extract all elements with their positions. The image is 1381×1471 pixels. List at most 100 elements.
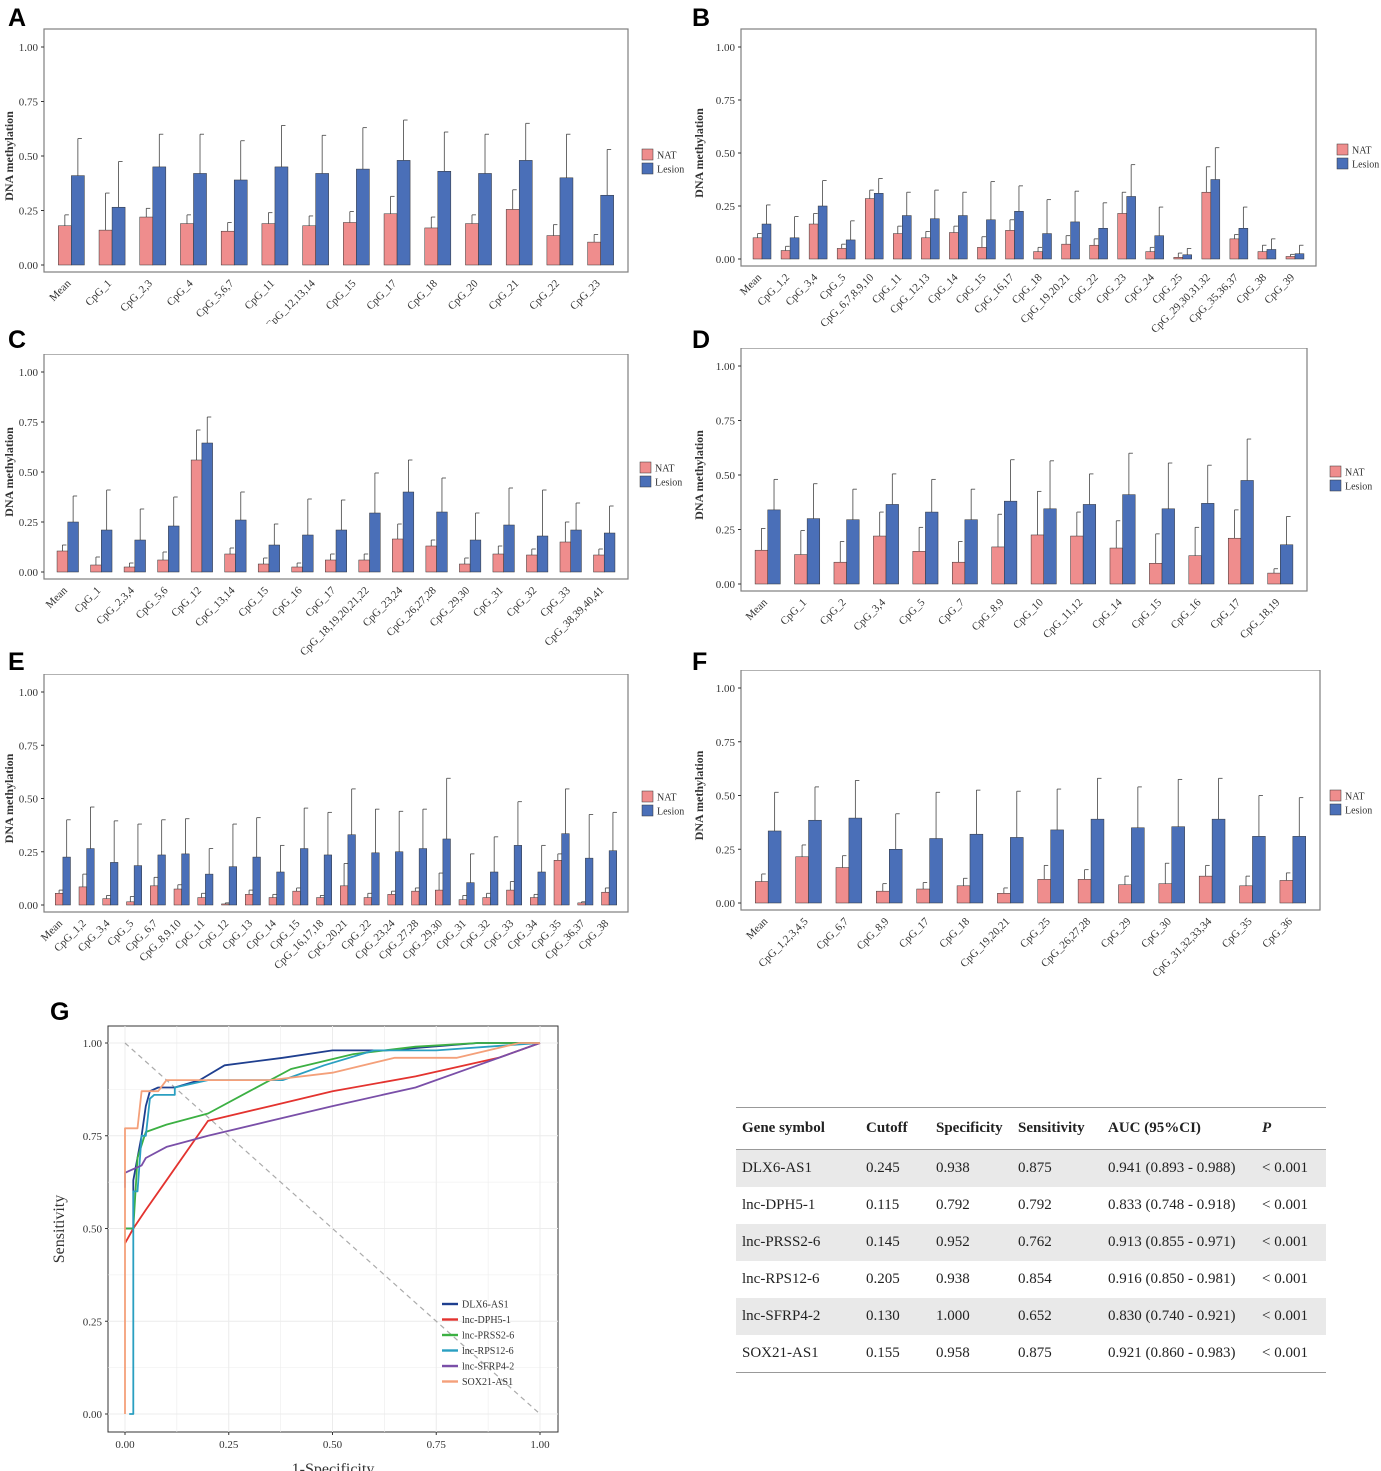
bar-lesion	[252, 856, 261, 906]
bar-lesion	[1050, 829, 1064, 904]
bar-lesion	[396, 160, 411, 266]
bar-lesion	[436, 511, 448, 573]
bar-nat	[316, 897, 325, 906]
table-row: lnc-DPH5-1 0.115 0.792 0.792 0.833 (0.74…	[736, 1187, 1326, 1224]
legend-lesion-label: Lesion	[657, 807, 684, 818]
table-row: lnc-RPS12-6 0.205 0.938 0.854 0.916 (0.8…	[736, 1261, 1326, 1298]
cell-sensitivity: 0.792	[1018, 1197, 1052, 1213]
bar-lesion	[925, 511, 939, 585]
roc-curve-lnc-sfrp4-2	[124, 1042, 541, 1188]
legend-lesion-swatch	[1329, 803, 1342, 816]
x-tick-label: CpG_22	[527, 278, 562, 313]
cell-auc: 0.916 (0.850 - 0.981)	[1108, 1271, 1236, 1287]
bar-lesion	[969, 833, 984, 904]
panel-letter-a: A	[8, 4, 27, 32]
bar-lesion	[86, 848, 95, 906]
bar-nat	[1118, 884, 1132, 904]
cell-sensitivity: 0.875	[1018, 1160, 1052, 1176]
bar-lesion	[369, 512, 381, 573]
cell-gene: lnc-DPH5-1	[742, 1197, 816, 1213]
x-tick-label: CpG_20	[446, 277, 481, 312]
panel-letter-c: C	[8, 326, 27, 354]
bar-lesion	[62, 856, 71, 906]
x-tick-label: Mean	[44, 584, 71, 611]
bar-lesion	[395, 851, 404, 906]
bar-nat	[916, 888, 930, 904]
legend-label: lnc-PRSS2-6	[462, 1331, 514, 1342]
y-axis-label: DNA methylation	[692, 108, 706, 198]
y-axis-label: Sensitivity	[51, 1195, 68, 1263]
bar-lesion	[478, 173, 492, 266]
bar-lesion	[1090, 818, 1105, 904]
bar-nat	[997, 893, 1011, 904]
bar-nat	[221, 903, 230, 906]
x-tick-label: CpG_38,39,40,41	[542, 585, 606, 649]
cell-sensitivity: 0.854	[1018, 1271, 1052, 1287]
legend-lesion-swatch	[639, 475, 652, 488]
bar-nat	[150, 885, 159, 906]
bar-nat	[780, 250, 791, 260]
bar-lesion	[1280, 544, 1294, 585]
cell-sensitivity: 0.762	[1018, 1234, 1052, 1250]
y-tick-label: 1.00	[716, 683, 736, 695]
bar-nat	[56, 550, 69, 573]
bar-nat	[363, 897, 372, 906]
bar-lesion	[1070, 221, 1080, 260]
bar-nat	[1030, 534, 1044, 585]
x-tick-label: CpG_1	[83, 278, 114, 309]
cell-auc: 0.913 (0.855 - 0.971)	[1108, 1234, 1236, 1250]
bar-nat	[833, 561, 847, 585]
x-tick-label: CpG_39	[1262, 271, 1297, 306]
header-auc: AUC (95%CI)	[1108, 1120, 1201, 1136]
legend-nat-label: NAT	[1345, 792, 1364, 803]
cell-gene: lnc-SFRP4-2	[742, 1308, 821, 1324]
bar-lesion	[152, 166, 167, 266]
bar-nat	[1279, 880, 1294, 904]
cell-sensitivity: 0.875	[1018, 1345, 1052, 1361]
y-tick-label: 0.75	[716, 95, 736, 107]
bar-nat	[808, 223, 819, 260]
plot-frame	[43, 28, 629, 273]
x-tick-label: CpG_22	[1066, 272, 1101, 307]
bar-nat	[864, 198, 875, 260]
bar-nat	[459, 563, 471, 573]
bar-lesion	[1201, 503, 1215, 585]
bar-lesion	[513, 845, 522, 906]
y-tick-label: 0.75	[716, 416, 736, 428]
bar-nat	[268, 897, 277, 906]
bar-nat	[343, 222, 357, 266]
y-tick-label: 0.25	[716, 201, 736, 213]
bar-lesion	[442, 838, 451, 906]
x-tick-label: 1.00	[530, 1439, 550, 1451]
bar-nat	[292, 890, 301, 906]
auc-table: Gene symbol Cutoff Specificity Sensitivi…	[736, 1107, 1326, 1373]
bar-lesion	[845, 239, 856, 260]
table-row: DLX6-AS1 0.245 0.938 0.875 0.941 (0.893 …	[736, 1149, 1326, 1187]
bar-nat	[1117, 213, 1127, 260]
bar-lesion	[110, 862, 119, 906]
bar-lesion	[808, 819, 822, 904]
bar-lesion	[1082, 504, 1097, 585]
bar-lesion	[1161, 508, 1175, 585]
bar-lesion	[168, 525, 180, 573]
bar-lesion	[885, 504, 899, 585]
bar-nat	[546, 235, 561, 266]
legend-nat-label: NAT	[1345, 468, 1364, 479]
bar-nat	[1227, 537, 1242, 585]
bar-nat	[435, 889, 444, 906]
cell-auc: 0.833 (0.748 - 0.918)	[1108, 1197, 1236, 1213]
table-header-row: Gene symbol Cutoff Specificity Sensitivi…	[736, 1107, 1326, 1150]
y-tick-label: 1.00	[19, 367, 39, 379]
bar-nat	[197, 897, 206, 906]
roc-curve-lnc-rps12-6	[129, 1042, 541, 1415]
x-tick-label: CpG_17	[364, 277, 399, 312]
bar-nat	[102, 898, 111, 906]
legend-label: SOX21-AS1	[462, 1377, 513, 1388]
y-axis-label: DNA methylation	[2, 753, 16, 843]
bar-nat	[526, 554, 538, 573]
bar-nat	[506, 889, 515, 906]
bar-lesion	[1171, 826, 1185, 904]
x-tick-label: CpG_21	[486, 278, 521, 313]
bar-nat	[173, 888, 182, 906]
bar-nat	[180, 223, 194, 266]
